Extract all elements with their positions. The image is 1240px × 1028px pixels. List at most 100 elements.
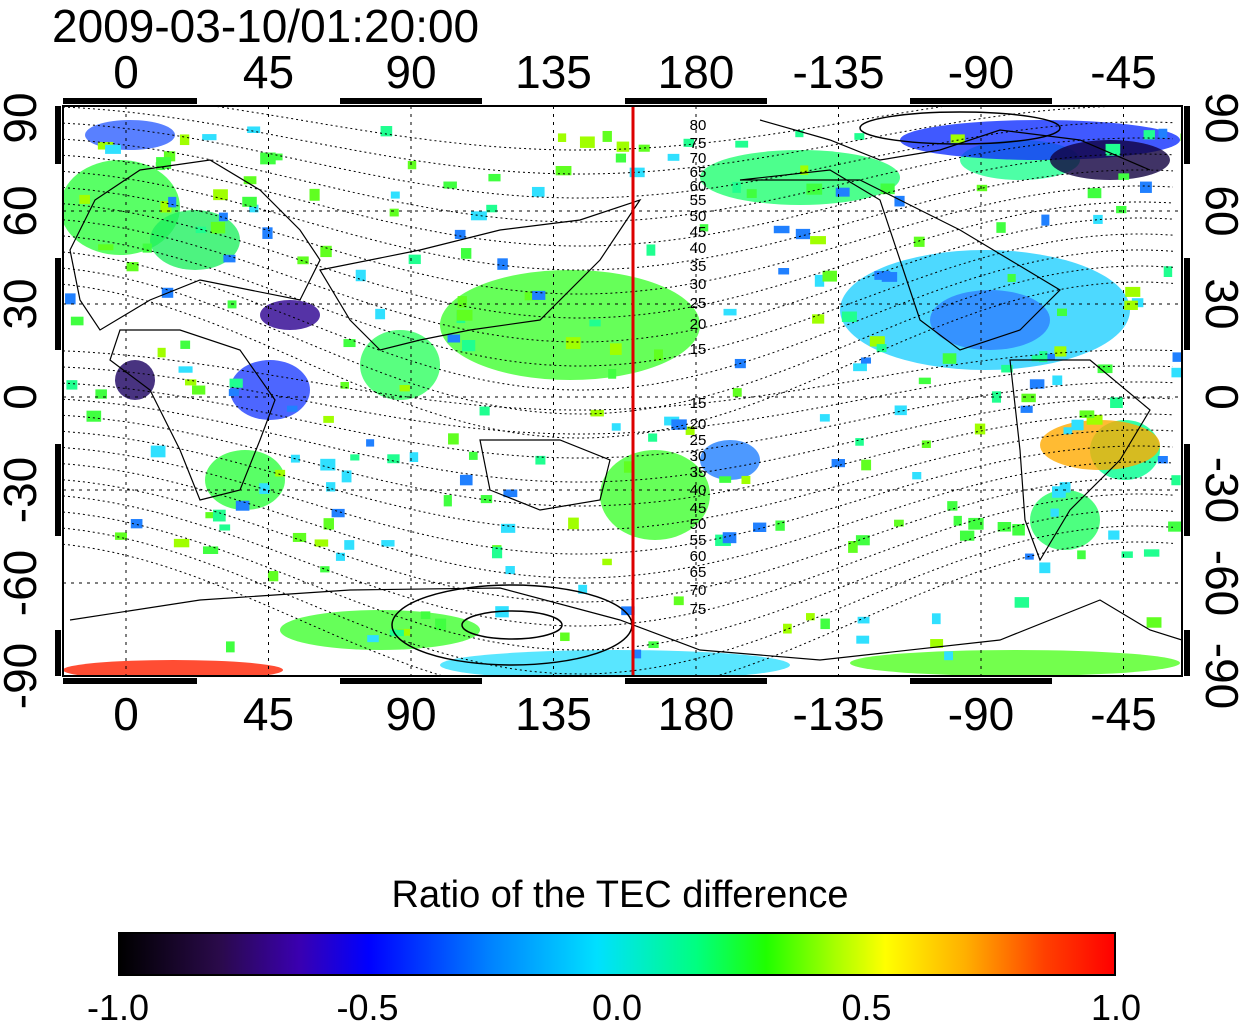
tec-cell <box>1001 364 1013 373</box>
tec-cell <box>447 334 461 343</box>
tec-cell <box>160 200 172 213</box>
tec-cell <box>460 248 472 259</box>
tec-cell <box>1093 214 1103 224</box>
tec-cell <box>1171 475 1181 486</box>
tec-cell <box>1143 130 1155 140</box>
contour-line <box>63 233 1174 367</box>
contour-label: 45 <box>690 500 707 517</box>
right-tick-bar <box>1184 258 1190 350</box>
tec-cell <box>399 384 410 392</box>
tec-cell <box>568 517 579 530</box>
lat-tick-left: 0 <box>0 384 46 410</box>
tec-cell <box>202 546 219 554</box>
coastlines <box>69 119 1182 661</box>
contour-label: 35 <box>690 464 707 481</box>
tec-patch <box>850 650 1180 676</box>
tec-cell <box>894 519 904 527</box>
right-tick-bar <box>1184 106 1190 164</box>
tec-cell <box>1041 214 1050 226</box>
right-tick-bar <box>1184 630 1190 676</box>
tec-cell <box>648 641 659 649</box>
tec-cell <box>615 153 627 163</box>
tec-cell <box>996 222 1006 233</box>
contour-label: 25 <box>690 295 707 312</box>
tec-cell <box>1086 414 1103 425</box>
tec-cell <box>860 357 872 364</box>
tec-cell <box>66 380 78 390</box>
tec-cell <box>219 524 231 531</box>
tec-cell <box>1171 367 1182 378</box>
lat-tick-right: -60 <box>1196 550 1240 616</box>
contour-line <box>63 169 1174 271</box>
tec-cell <box>115 532 127 540</box>
tec-cell <box>1124 300 1138 310</box>
bottom-tick-bar <box>340 678 482 684</box>
top-tick-bar <box>340 98 482 104</box>
coastline <box>759 119 1151 171</box>
tec-cell <box>320 458 336 471</box>
tec-cell <box>309 188 320 201</box>
tec-cell <box>1021 393 1036 403</box>
tec-cell <box>500 523 516 533</box>
tec-cell <box>286 405 298 412</box>
tec-cell <box>157 347 166 358</box>
tec-map: 0 45 90 135 180 -135 -90 -45 0 45 90 135 180 -135 -90… <box>0 46 1240 740</box>
tec-cell <box>443 495 452 507</box>
tec-cell <box>407 160 417 170</box>
tec-cell <box>921 440 931 448</box>
tec-cell <box>259 483 270 495</box>
contour-label: 70 <box>690 150 707 167</box>
left-tick-bar <box>55 630 61 676</box>
contour-label: 65 <box>690 564 707 581</box>
top-tick-bar <box>625 98 767 104</box>
coastline <box>1009 359 1151 562</box>
lon-tick-top: 135 <box>515 46 592 98</box>
tec-cell <box>722 532 737 544</box>
tec-cell <box>468 451 478 460</box>
tec-cell <box>974 423 986 435</box>
colorbar-tick-label: 0.0 <box>591 987 643 1028</box>
tec-cell <box>1007 273 1016 283</box>
tec-cell <box>380 126 393 137</box>
tec-cell <box>944 651 954 661</box>
lon-tick-top: 180 <box>658 46 735 98</box>
tec-cell <box>1014 597 1030 608</box>
tec-cell <box>210 221 226 234</box>
contour-label: 15 <box>690 395 707 412</box>
lon-tick-bottom: 0 <box>113 688 139 740</box>
tec-cell <box>1139 181 1152 193</box>
tec-cell <box>163 151 176 162</box>
tec-cell <box>531 186 545 197</box>
tec-cell <box>876 344 887 353</box>
south-pole-contour <box>461 610 563 640</box>
tec-cell <box>242 196 257 207</box>
tec-cell <box>947 501 958 511</box>
tec-cell <box>488 173 501 182</box>
tec-cell <box>1077 550 1086 560</box>
tec-cell <box>602 130 612 142</box>
coastline <box>69 587 1182 661</box>
tec-cell <box>861 459 872 471</box>
contour-label: 60 <box>690 548 707 565</box>
contour-line <box>63 281 1174 439</box>
tec-cell <box>243 176 257 185</box>
tec-cell <box>340 381 349 389</box>
tec-cell <box>856 635 870 644</box>
tec-cell <box>831 459 845 468</box>
tec-cell <box>323 518 334 530</box>
contour-label: 50 <box>690 516 707 533</box>
tec-cell <box>806 183 823 195</box>
tec-cell <box>848 541 858 553</box>
tec-cell <box>1057 308 1067 317</box>
lat-tick-right: 0 <box>1196 384 1240 410</box>
tec-cell <box>156 157 172 169</box>
tec-cell <box>202 134 217 141</box>
lat-tick-left: 30 <box>0 278 46 329</box>
lon-tick-bottom: 45 <box>243 688 294 740</box>
contour-line <box>63 217 1174 343</box>
contour-label: 75 <box>690 601 707 618</box>
tec-cell <box>783 623 792 634</box>
tec-patch <box>260 300 320 330</box>
tec-cell <box>1097 364 1113 374</box>
contour-label: 40 <box>690 240 707 257</box>
